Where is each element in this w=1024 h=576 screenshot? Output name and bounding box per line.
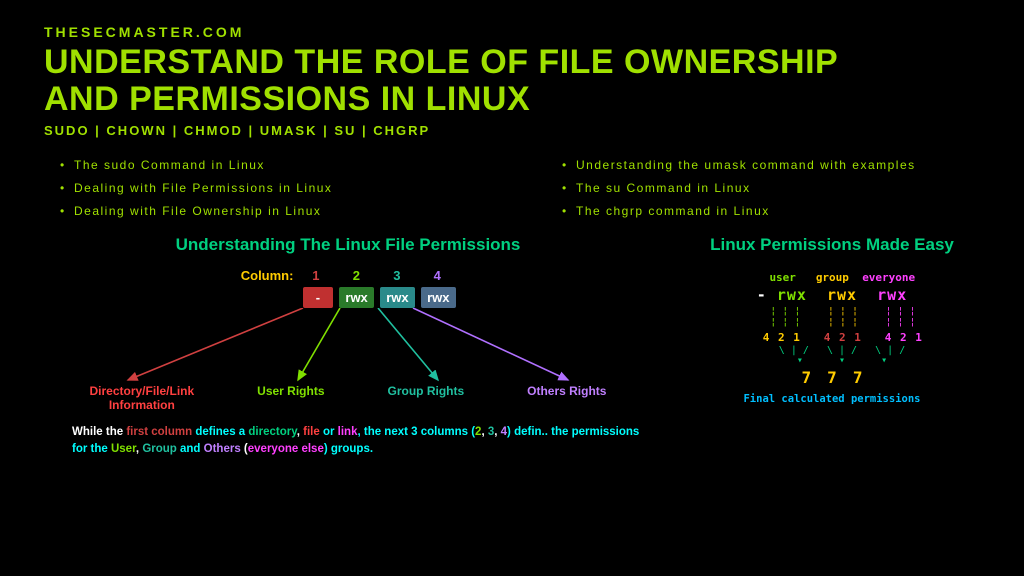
permissions-made-easy-diagram: Linux Permissions Made Easy user group e… [668,235,996,459]
list-item: Dealing with File Ownership in Linux [60,200,472,223]
label-group-rights: Group Rights [387,384,464,412]
dash-icon: ¦ ¦ ¦¦ ¦ ¦ [828,306,858,328]
perm-box-2: rwx [339,287,373,308]
list-item: The chgrp command in Linux [562,200,974,223]
list-item: The su Command in Linux [562,177,974,200]
site-name: THESECMASTER.COM [44,24,980,40]
rwx-user: rwx [777,286,807,304]
col-num-2: 2 [338,268,374,283]
bullets-right: Understanding the umask command with exa… [562,154,974,222]
col-num-4: 4 [419,268,455,283]
head-user: user [769,271,796,284]
bits-user: 4 2 1 [763,331,801,344]
column-header-row: Column: 1 2 3 4 [48,267,648,285]
bullets-left: The sudo Command in Linux Dealing with F… [60,154,472,222]
perm-box-4: rwx [421,287,455,308]
final-permissions-label: Final calculated permissions [668,393,996,405]
rwx-everyone: rwx [877,286,907,304]
leading-dash: - [757,286,767,304]
label-directory: Directory/File/LinkInformation [89,384,194,412]
group-headers: user group everyone [668,271,996,284]
perm-box-1: - [303,287,333,308]
bits-everyone: 4 2 1 [885,331,923,344]
sum-arrow-icon: \ | / \ | / \ | / ▾ ▾ ▾ [668,346,996,366]
page-title: UNDERSTAND THE ROLE OF FILE OWNERSHIP AN… [44,44,980,117]
col-num-1: 1 [298,268,334,283]
list-item: The sudo Command in Linux [60,154,472,177]
permission-boxes: - rwx rwx rwx [48,287,648,308]
title-line-2: AND PERMISSIONS IN LINUX [44,80,530,118]
perm-box-3: rwx [380,287,414,308]
bits-group: 4 2 1 [824,331,862,344]
arrow-labels-row: Directory/File/LinkInformation User Righ… [48,384,648,412]
dash-lines: ¦ ¦ ¦¦ ¦ ¦ ¦ ¦ ¦¦ ¦ ¦ ¦ ¦ ¦¦ ¦ ¦ [668,306,996,328]
footer-sentence: While the first column defines a directo… [48,424,648,459]
octal-sum: 777 [668,368,996,387]
rwx-group: rwx [827,286,857,304]
bit-values: 4 2 1 4 2 1 4 2 1 [668,331,996,344]
list-item: Dealing with File Permissions in Linux [60,177,472,200]
head-everyone: everyone [862,271,915,284]
file-permissions-diagram: Understanding The Linux File Permissions… [48,235,648,459]
command-list: SUDO | CHOWN | CHMOD | UMASK | SU | CHGR… [44,123,980,138]
title-line-1: UNDERSTAND THE ROLE OF FILE OWNERSHIP [44,43,838,81]
dash-icon: ¦ ¦ ¦¦ ¦ ¦ [885,306,915,328]
rwx-line: - rwx rwx rwx [668,286,996,304]
label-user-rights: User Rights [257,384,324,412]
left-diagram-title: Understanding The Linux File Permissions [48,235,648,255]
list-item: Understanding the umask command with exa… [562,154,974,177]
arrows-svg [48,308,648,386]
column-label: Column: [241,268,294,283]
label-others-rights: Others Rights [527,384,606,412]
col-num-3: 3 [379,268,415,283]
head-group: group [816,271,849,284]
bullets-section: The sudo Command in Linux Dealing with F… [0,144,1024,228]
dash-icon: ¦ ¦ ¦¦ ¦ ¦ [770,306,800,328]
right-diagram-title: Linux Permissions Made Easy [668,235,996,255]
